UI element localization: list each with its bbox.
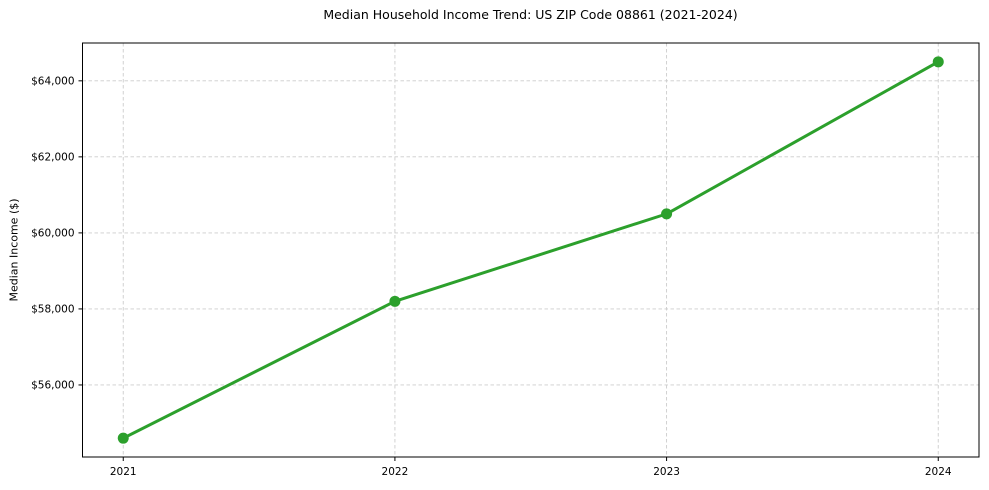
x-tick-label: 2022 xyxy=(382,466,409,478)
y-tick-label: $62,000 xyxy=(31,152,74,164)
plot-border xyxy=(82,42,980,458)
data-point xyxy=(117,432,129,444)
data-point xyxy=(932,56,944,68)
y-tick-label: $58,000 xyxy=(31,304,74,316)
x-tick-label: 2023 xyxy=(653,466,680,478)
y-tick-label: $64,000 xyxy=(31,76,74,88)
data-point xyxy=(661,208,673,220)
y-tick-label: $60,000 xyxy=(31,228,74,240)
y-tick-label: $56,000 xyxy=(31,380,74,392)
chart-title: Median Household Income Trend: US ZIP Co… xyxy=(323,7,738,22)
trend-line xyxy=(121,60,940,440)
x-tick-label: 2024 xyxy=(925,466,952,478)
x-tick-label: 2021 xyxy=(110,466,137,478)
data-point xyxy=(389,295,401,307)
